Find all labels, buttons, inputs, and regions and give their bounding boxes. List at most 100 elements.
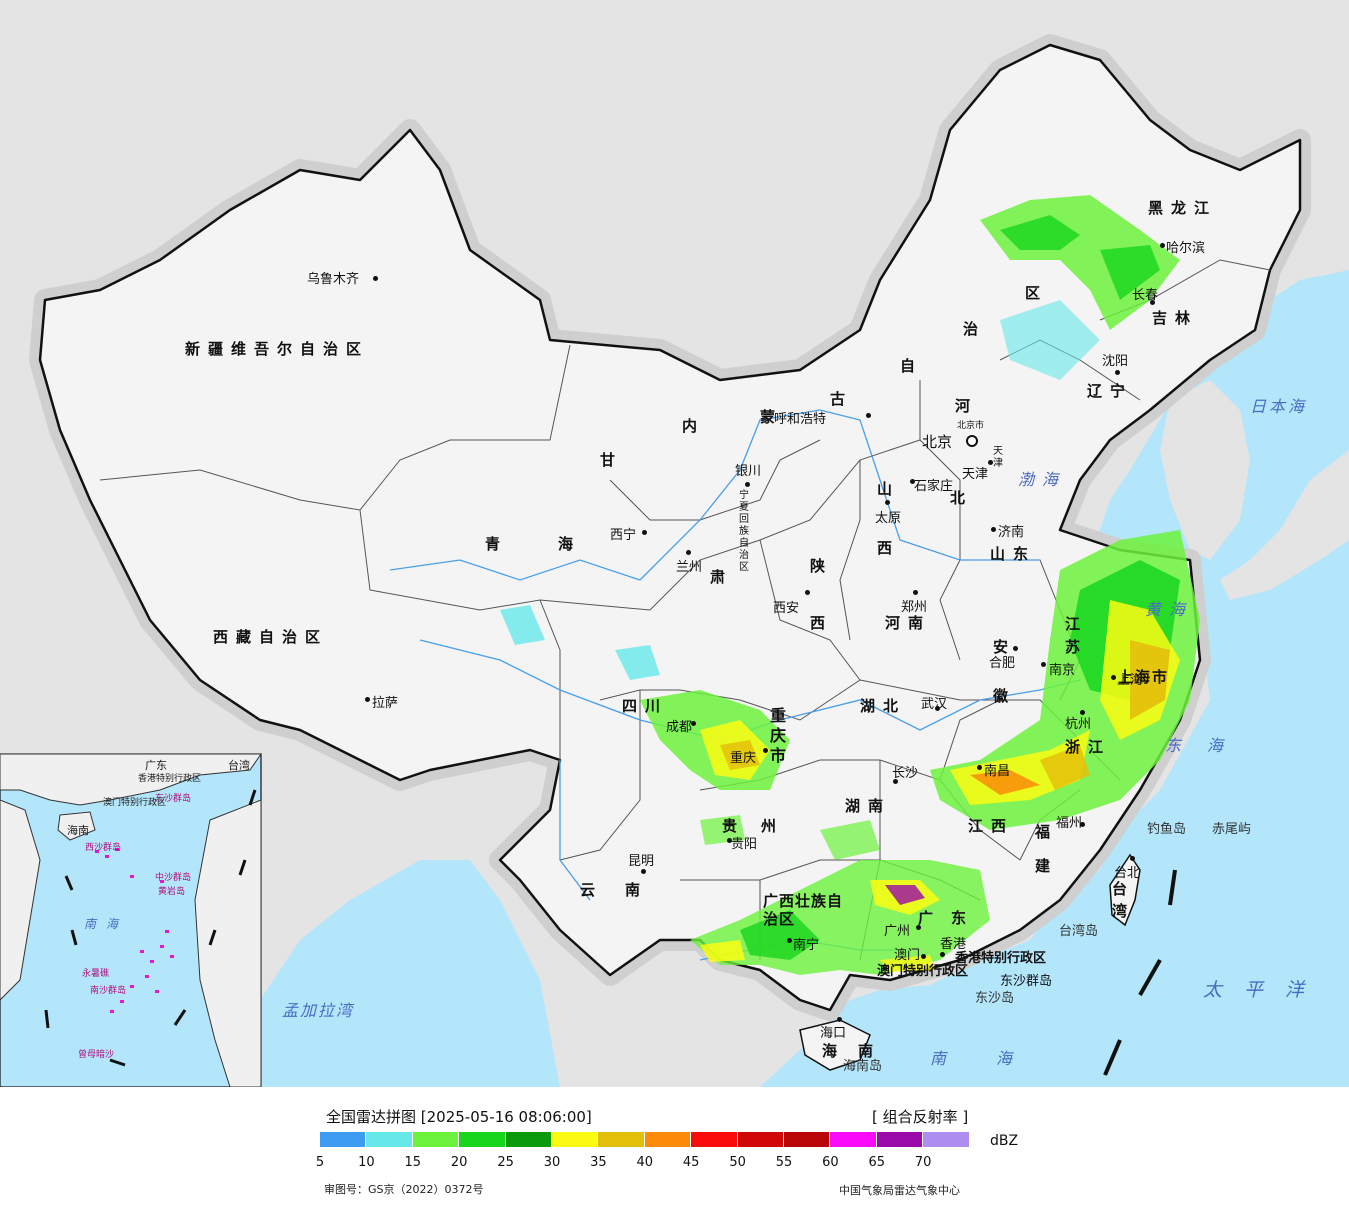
- region-beijing-small: 北京市: [957, 421, 985, 431]
- color-swatch: [876, 1132, 923, 1147]
- city-guangzhou: 广州: [884, 924, 911, 939]
- city-dot: [988, 460, 993, 465]
- legend-product: [ 组合反射率 ]: [872, 1108, 969, 1126]
- sea-bohai: 渤海: [1018, 470, 1067, 489]
- color-swatch: [598, 1132, 644, 1147]
- city-dot: [745, 482, 750, 487]
- region-guangxi: 广西壮族自治区: [763, 892, 844, 928]
- inset-label-guangdong: 广东: [145, 759, 167, 772]
- region-gansu-1: 甘: [600, 451, 624, 469]
- city-dot: [991, 527, 996, 532]
- city-dot: [921, 954, 926, 959]
- inset-left-land: [0, 799, 41, 1001]
- radar-echoes: [500, 195, 1200, 975]
- scale-tick-label: 60: [822, 1155, 839, 1170]
- city-xian: 西安: [773, 601, 800, 616]
- sea-bengal: 孟加拉湾: [282, 1001, 355, 1020]
- region-jiangsu-1: 江: [1065, 615, 1089, 633]
- inset-label-hainan: 海南: [67, 824, 89, 837]
- scale-tick-label: 65: [868, 1155, 886, 1170]
- city-changsha: 长沙: [892, 766, 919, 781]
- color-swatch: [320, 1132, 366, 1147]
- inset-label-xisha: 西沙群岛: [85, 843, 122, 853]
- color-swatch: [737, 1132, 783, 1147]
- city-dot: [1150, 300, 1155, 305]
- city-dot: [1013, 646, 1018, 651]
- inset-label-taiwan: 台湾: [228, 759, 250, 772]
- region-shanxi-2: 西: [877, 539, 901, 557]
- city-hohhot: 呼和浩特: [774, 412, 827, 427]
- inset-label-yongshu: 永暑礁: [82, 969, 110, 979]
- ocean-bengal: [240, 860, 560, 1087]
- sea-pacific: 太平洋: [1203, 979, 1327, 1001]
- region-neimenggu-1: 内: [682, 417, 706, 435]
- taiwan-island-shape: [1109, 853, 1141, 927]
- scale-tick-label: 5: [315, 1155, 325, 1170]
- scale-tick-label: 45: [682, 1155, 700, 1170]
- capital-marker: [966, 435, 978, 447]
- city-dot: [866, 413, 871, 418]
- city-dot: [910, 479, 915, 484]
- region-ningxia: 宁夏回族自治区: [739, 490, 749, 573]
- review-number: 审图号：GS京（2022）0372号: [324, 1183, 484, 1196]
- inset-label-zengmu: 曾母暗沙: [78, 1050, 115, 1060]
- region-hebei-1: 河: [955, 397, 979, 415]
- color-swatch: [412, 1132, 459, 1147]
- city-shenyang: 沈阳: [1102, 354, 1129, 369]
- region-gansu-2: 肃: [710, 568, 734, 586]
- color-swatch: [459, 1132, 505, 1147]
- color-swatch: [923, 1132, 969, 1147]
- scale-tick-label: 50: [729, 1155, 746, 1170]
- inset-dashes: [44, 789, 257, 1067]
- inset-label-hk: 香港特别行政区: [138, 774, 202, 784]
- city-jinan: 济南: [998, 525, 1025, 540]
- region-xizang: 西藏自治区: [213, 628, 329, 646]
- city-dot: [642, 530, 647, 535]
- city-dot: [763, 748, 768, 753]
- scale-tick-label: 25: [497, 1155, 514, 1170]
- city-hangzhou: 杭州: [1065, 717, 1092, 732]
- city-nanchang: 南昌: [984, 764, 1011, 779]
- city-dot: [893, 779, 898, 784]
- scale-tick-label: 35: [590, 1155, 607, 1170]
- city-dot: [365, 697, 370, 702]
- city-kunming: 昆明: [628, 854, 655, 869]
- city-shijiazhuang: 石家庄: [914, 479, 954, 494]
- city-dot: [805, 590, 810, 595]
- region-tianjin: 天津: [993, 446, 1003, 469]
- city-hongkong: 香港: [940, 937, 967, 952]
- label-dongsha: 东沙群岛: [1000, 974, 1053, 989]
- inset-label-zhongsha: 中沙群岛: [155, 873, 192, 883]
- region-sichuan: 四川: [622, 697, 669, 715]
- city-dot: [641, 869, 646, 874]
- city-dot: [1160, 243, 1165, 248]
- sea-south: 南海: [930, 1049, 1063, 1068]
- city-dot: [691, 721, 696, 726]
- region-neimenggu-4: 自: [900, 357, 924, 375]
- region-chongqing: 重庆市: [770, 706, 789, 765]
- region-shanghai: 上海市: [1118, 668, 1170, 686]
- region-zhejiang: 浙江: [1065, 738, 1112, 756]
- region-shaanxi-2: 西: [810, 614, 834, 632]
- region-fujian: 福建: [1035, 823, 1059, 875]
- inset-land: [0, 753, 262, 806]
- region-neimenggu-6: 区: [1025, 284, 1049, 302]
- city-dot: [787, 938, 792, 943]
- inset-label-dongsha: 东沙群岛: [155, 794, 192, 804]
- region-jiangsu-2: 苏: [1065, 638, 1089, 656]
- color-swatch: [784, 1132, 830, 1147]
- region-shaanxi-1: 陕: [810, 557, 834, 575]
- legend-panel: [0, 1087, 1349, 1208]
- inset-islands: [95, 848, 174, 1013]
- color-swatch: [830, 1132, 876, 1147]
- sea-east: 东海: [1165, 736, 1250, 755]
- scale-tick-label: 15: [404, 1155, 422, 1170]
- inset-hainan-shape: [57, 811, 96, 841]
- label-taiwan-island: 台湾岛: [1059, 924, 1099, 939]
- scale-tick-label: 55: [775, 1155, 793, 1170]
- color-swatch: [644, 1132, 691, 1147]
- radar-map: [0, 0, 1349, 1087]
- region-yunnan: 云南: [580, 881, 671, 899]
- city-nanjing: 南京: [1049, 663, 1076, 678]
- scale-tick-label: 40: [636, 1155, 654, 1170]
